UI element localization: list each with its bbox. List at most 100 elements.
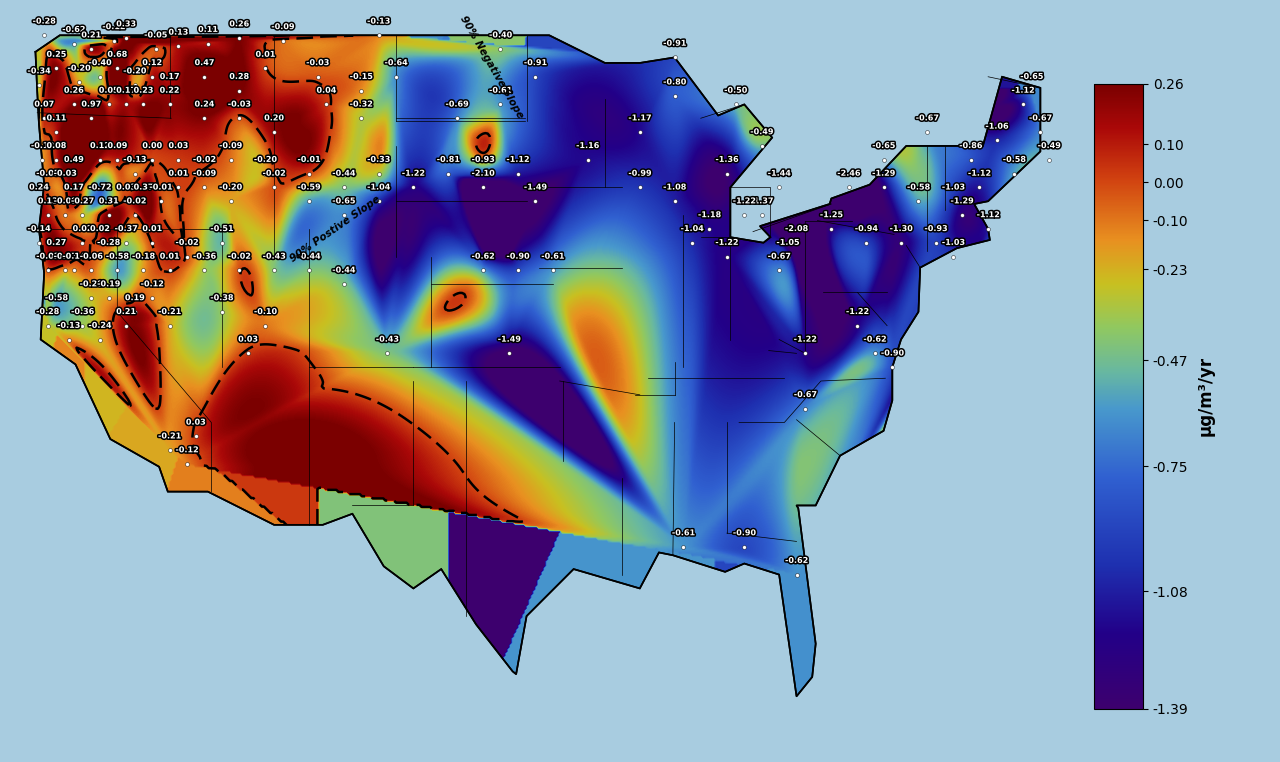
Text: -0.13: -0.13 (367, 17, 390, 26)
Text: -0.58: -0.58 (106, 251, 129, 261)
Text: 0.11: 0.11 (198, 25, 218, 34)
Text: 0.26: 0.26 (64, 86, 83, 94)
Text: 0.27: 0.27 (46, 238, 67, 247)
Text: -1.04: -1.04 (367, 183, 390, 191)
Text: -1.22: -1.22 (732, 197, 756, 206)
Text: -0.02: -0.02 (123, 197, 146, 206)
Text: -1.16: -1.16 (576, 141, 599, 150)
Text: -0.58: -0.58 (1002, 155, 1025, 164)
Text: -0.27: -0.27 (70, 197, 93, 206)
Text: -0.36: -0.36 (193, 251, 216, 261)
Text: 0.12: 0.12 (90, 141, 110, 150)
Text: -0.72: -0.72 (88, 183, 111, 191)
Y-axis label: µg/m³/yr: µg/m³/yr (1197, 356, 1215, 437)
Text: -0.09: -0.09 (219, 141, 242, 150)
Text: 0.49: 0.49 (64, 155, 83, 164)
Text: 0.47: 0.47 (195, 58, 214, 67)
Text: -0.01: -0.01 (297, 155, 320, 164)
Text: 0.12: 0.12 (142, 58, 163, 67)
Text: -1.29: -1.29 (951, 197, 974, 206)
Text: -0.20: -0.20 (253, 155, 276, 164)
Text: 0.00: 0.00 (142, 141, 163, 150)
Text: 0.08: 0.08 (46, 141, 67, 150)
Text: 0.26: 0.26 (229, 19, 250, 28)
Text: -0.38: -0.38 (210, 293, 233, 303)
Text: -0.05: -0.05 (36, 168, 59, 178)
Text: -2.10: -2.10 (471, 168, 494, 178)
Text: 0.04: 0.04 (316, 86, 337, 94)
Text: -1.18: -1.18 (698, 210, 721, 219)
Text: -0.90: -0.90 (507, 251, 530, 261)
Text: -0.65: -0.65 (1020, 72, 1043, 81)
Text: 0.21: 0.21 (116, 307, 136, 316)
Text: -0.33: -0.33 (367, 155, 390, 164)
Text: -0.93: -0.93 (471, 155, 494, 164)
Text: -1.44: -1.44 (768, 168, 791, 178)
Text: 0.17: 0.17 (160, 72, 179, 81)
Text: 0.33: 0.33 (116, 19, 136, 28)
Text: 0.37: 0.37 (133, 183, 154, 191)
Text: -1.05: -1.05 (777, 238, 799, 247)
Text: 0.68: 0.68 (108, 50, 127, 59)
Text: 0.02: 0.02 (90, 224, 110, 233)
Text: 0.13: 0.13 (38, 197, 58, 206)
Text: -0.62: -0.62 (864, 335, 887, 344)
Text: 0.03: 0.03 (116, 183, 136, 191)
Text: -0.02: -0.02 (175, 238, 198, 247)
Text: -0.19: -0.19 (97, 280, 120, 288)
Text: -0.12: -0.12 (141, 280, 164, 288)
Text: -0.12: -0.12 (102, 22, 125, 31)
Text: 0.01: 0.01 (142, 224, 163, 233)
Text: -0.28: -0.28 (97, 238, 120, 247)
Text: -1.49: -1.49 (524, 183, 547, 191)
Text: -1.12: -1.12 (977, 210, 1000, 219)
Text: -0.02: -0.02 (228, 251, 251, 261)
Text: -0.05: -0.05 (145, 30, 168, 40)
Text: -1.12: -1.12 (507, 155, 530, 164)
Text: -0.94: -0.94 (855, 224, 878, 233)
Text: -0.09: -0.09 (271, 22, 294, 31)
Text: -0.61: -0.61 (489, 86, 512, 94)
Text: 0.03: 0.03 (238, 335, 257, 344)
Text: -0.17: -0.17 (54, 251, 77, 261)
Text: -0.67: -0.67 (768, 251, 791, 261)
Text: -0.67: -0.67 (915, 114, 938, 123)
Text: 0.17: 0.17 (64, 183, 83, 191)
Text: 0.13: 0.13 (169, 27, 188, 37)
Text: -0.65: -0.65 (333, 197, 355, 206)
Text: -0.61: -0.61 (672, 528, 695, 537)
Text: -1.29: -1.29 (872, 168, 895, 178)
Text: 0.20: 0.20 (264, 114, 284, 123)
Text: -0.03: -0.03 (54, 168, 77, 178)
Text: 0.03: 0.03 (186, 418, 206, 427)
Text: -0.44: -0.44 (333, 265, 355, 274)
Text: -1.22: -1.22 (716, 238, 739, 247)
Text: -0.51: -0.51 (210, 224, 233, 233)
Text: 0.24: 0.24 (195, 100, 214, 108)
Text: -0.18: -0.18 (31, 141, 54, 150)
Text: 0.01: 0.01 (256, 50, 275, 59)
Text: -0.20: -0.20 (68, 63, 91, 72)
Text: -0.32: -0.32 (349, 100, 372, 108)
Text: -0.34: -0.34 (27, 66, 50, 75)
Text: -0.50: -0.50 (724, 86, 748, 94)
Text: -1.49: -1.49 (498, 335, 521, 344)
Text: -0.21: -0.21 (157, 431, 180, 440)
Text: -0.49: -0.49 (1038, 141, 1061, 150)
Text: -0.61: -0.61 (541, 251, 564, 261)
Text: -1.22: -1.22 (846, 307, 869, 316)
Text: 0.19: 0.19 (125, 293, 145, 303)
Text: -0.14: -0.14 (27, 224, 50, 233)
Text: -0.40: -0.40 (88, 58, 111, 67)
Text: -0.28: -0.28 (79, 280, 102, 288)
Text: -2.46: -2.46 (837, 168, 860, 178)
Text: -1.06: -1.06 (986, 122, 1009, 131)
Text: -0.14: -0.14 (63, 251, 86, 261)
Text: -0.43: -0.43 (376, 335, 398, 344)
Text: -0.44: -0.44 (333, 168, 355, 178)
Text: 0.02: 0.02 (73, 224, 92, 233)
Text: -0.37: -0.37 (115, 224, 137, 233)
Text: -1.22: -1.22 (402, 168, 425, 178)
Text: -0.99: -0.99 (628, 168, 652, 178)
Text: -0.58: -0.58 (45, 293, 68, 303)
